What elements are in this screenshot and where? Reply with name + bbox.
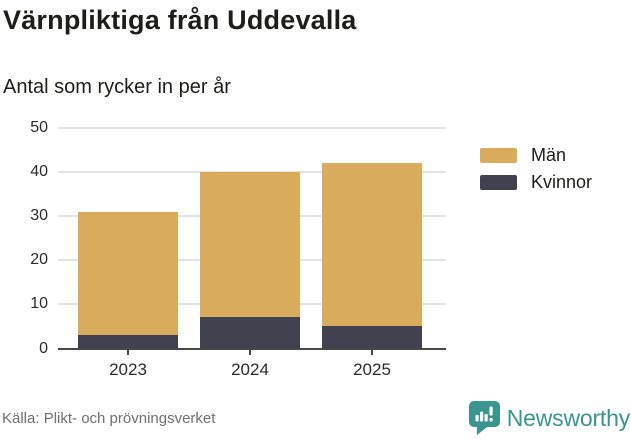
newsworthy-logo-icon: [468, 401, 500, 435]
legend-label-kvinnor: Kvinnor: [531, 172, 593, 192]
bar-2025-män: [322, 163, 422, 326]
bar-2025-kvinnor: [322, 326, 422, 348]
x-tick-label-2025: 2025: [353, 360, 391, 379]
chart-legend: Män Kvinnor: [480, 142, 592, 196]
bar-2023-kvinnor: [78, 334, 178, 348]
legend-swatch-män: [480, 148, 517, 163]
brand-link[interactable]: Newsworthy: [468, 401, 630, 435]
plot-area: 2023 2024 2025: [58, 127, 446, 379]
y-tick-label-10: 10: [30, 295, 48, 312]
legend-item-kvinnor: Kvinnor: [480, 169, 592, 196]
brand-name: Newsworthy: [506, 404, 630, 431]
x-tick-2024: [249, 348, 251, 355]
y-tick-label-0: 0: [39, 340, 48, 357]
x-tick-2025: [371, 348, 373, 355]
y-tick-label-50: 50: [30, 119, 48, 136]
legend-item-män: Män: [480, 142, 592, 169]
y-tick-label-40: 40: [30, 163, 48, 180]
y-tick-label-30: 30: [30, 207, 48, 224]
bar-2024-män: [200, 172, 300, 318]
x-tick-2023: [127, 348, 129, 355]
gridline-40: [58, 171, 446, 173]
x-tick-label-2023: 2023: [109, 360, 147, 379]
source-caption: Källa: Plikt- och prövningsverket: [2, 410, 216, 427]
y-tick-label-20: 20: [30, 251, 48, 268]
chart-title: Värnpliktiga från Uddevalla: [3, 5, 357, 35]
bar-2023-män: [78, 211, 178, 335]
x-tick-label-2024: 2024: [231, 360, 269, 379]
gridline-50: [58, 127, 446, 129]
legend-swatch-kvinnor: [480, 175, 517, 190]
chart-subtitle: Antal som rycker in per år: [3, 76, 231, 98]
legend-label-män: Män: [531, 145, 567, 165]
bar-2024-kvinnor: [200, 317, 300, 348]
